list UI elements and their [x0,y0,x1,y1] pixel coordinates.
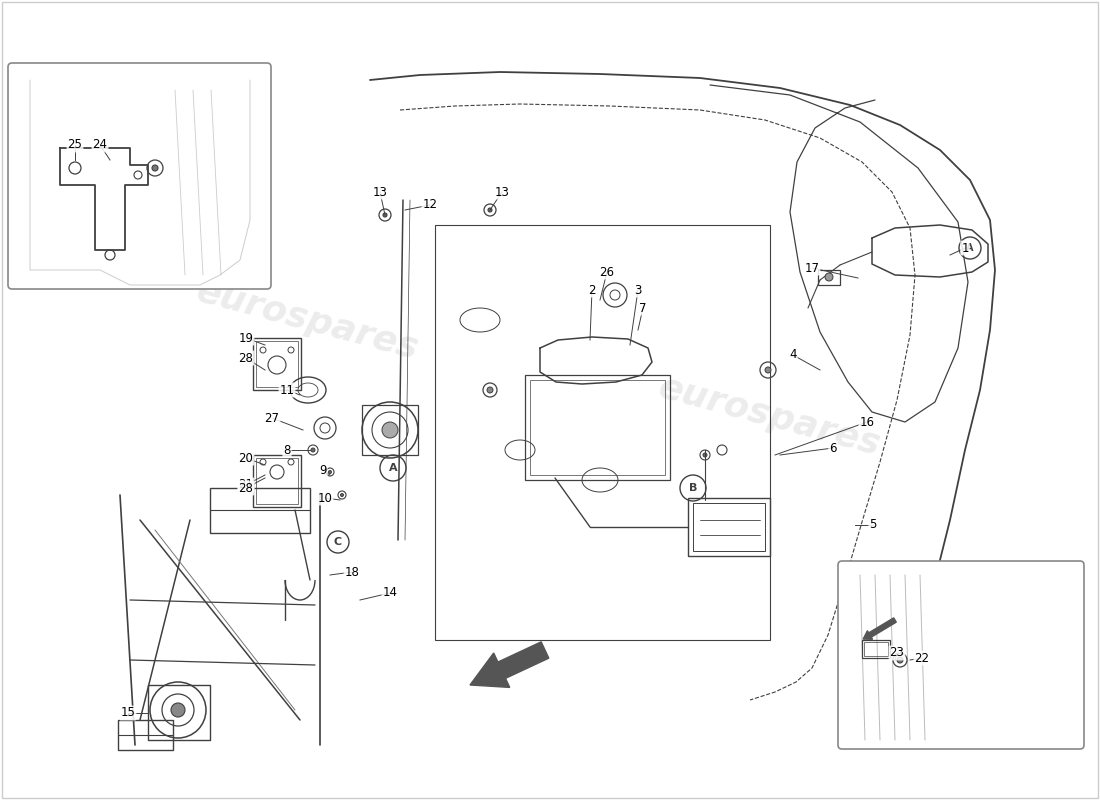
Circle shape [383,213,387,217]
Text: 17: 17 [804,262,820,274]
Bar [118,720,173,750]
Circle shape [764,367,771,373]
Bar [362,405,418,455]
Text: 19: 19 [239,331,253,345]
Text: 4: 4 [790,349,796,362]
Text: 3: 3 [635,283,641,297]
Circle shape [329,470,331,474]
Text: 26: 26 [600,266,615,278]
Circle shape [488,208,492,212]
Text: 12: 12 [422,198,438,211]
Text: 28: 28 [239,482,253,494]
Bar [434,225,770,640]
Circle shape [152,165,158,171]
Text: 9: 9 [319,463,327,477]
Text: 18: 18 [344,566,360,578]
Text: 27: 27 [264,411,279,425]
Text: 1: 1 [961,242,969,254]
FancyBboxPatch shape [838,561,1084,749]
Circle shape [825,273,833,281]
Text: 22: 22 [914,651,929,665]
Text: A: A [966,243,974,253]
Bar [210,488,310,533]
Text: 8: 8 [284,443,290,457]
Circle shape [341,494,343,497]
FancyArrow shape [470,642,549,687]
Text: 11: 11 [279,383,295,397]
Circle shape [382,422,398,438]
Circle shape [487,387,493,393]
Text: 28: 28 [239,351,253,365]
FancyBboxPatch shape [8,63,271,289]
Text: 16: 16 [859,415,874,429]
Bar [256,458,298,504]
Text: eurospares: eurospares [194,274,422,366]
Text: 2: 2 [588,283,596,297]
Text: 13: 13 [495,186,509,198]
Circle shape [896,657,903,663]
Text: 21: 21 [239,478,253,491]
Text: 14: 14 [383,586,397,599]
Bar [688,498,770,556]
Circle shape [311,448,315,452]
Bar [693,503,764,551]
Text: 6: 6 [829,442,837,454]
Bar [864,642,888,656]
Text: 5: 5 [869,518,877,531]
Bar [253,338,301,390]
Bar [862,640,890,658]
Text: 20: 20 [239,451,253,465]
FancyArrow shape [864,618,896,639]
Text: 10: 10 [318,491,332,505]
Text: 13: 13 [373,186,387,198]
Bar [256,341,298,387]
Text: A: A [388,463,397,473]
Text: 15: 15 [121,706,135,719]
Text: 23: 23 [890,646,904,659]
Text: 24: 24 [92,138,108,151]
Text: C: C [334,537,342,547]
Text: eurospares: eurospares [656,370,884,462]
Text: 7: 7 [639,302,647,314]
Bar [525,375,670,480]
Text: 25: 25 [67,138,82,151]
Bar [530,380,666,475]
Text: B: B [689,483,697,493]
Circle shape [703,453,707,457]
Bar [818,270,840,285]
Bar [253,455,301,507]
Circle shape [170,703,185,717]
